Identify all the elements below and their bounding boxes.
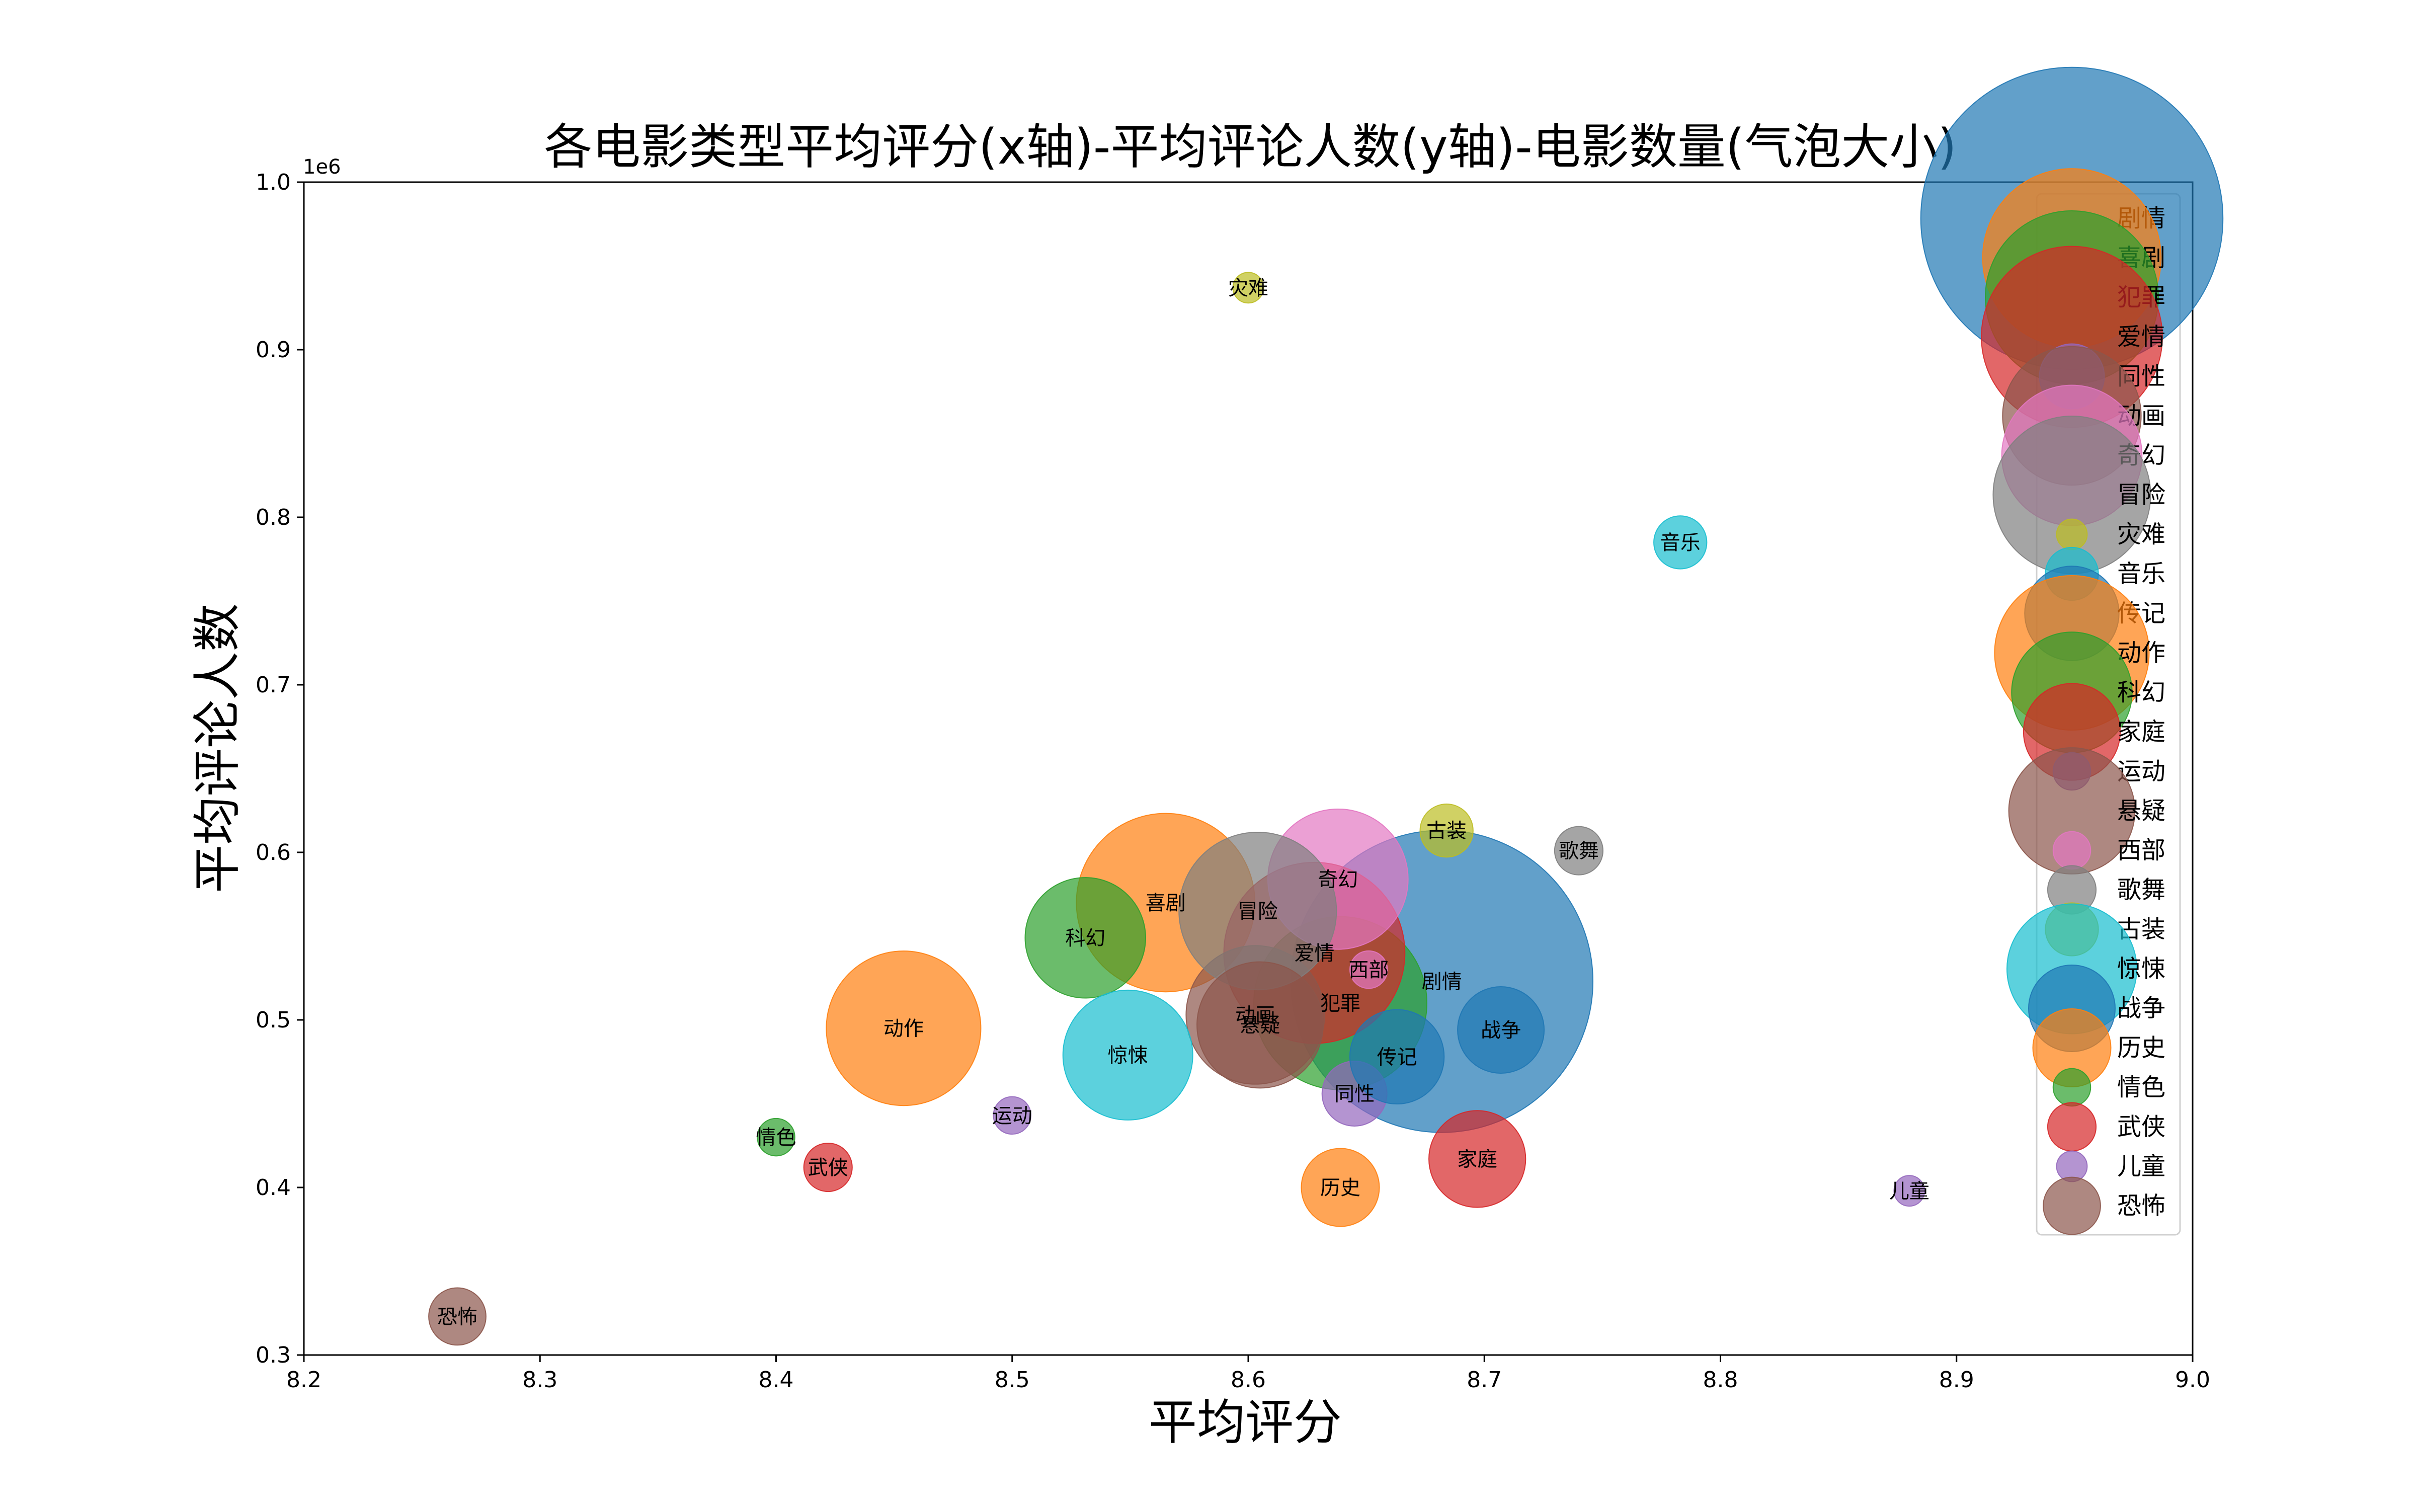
bubble-11 (826, 950, 982, 1106)
x-tick-label-6: 8.8 (1703, 1367, 1738, 1393)
y-tick-label-5: 0.8 (256, 505, 291, 530)
bubble-label-14: 运动 (992, 1104, 1032, 1128)
y-axis-label: 平均评论人数 (189, 603, 246, 893)
bubble-label-1: 喜剧 (1146, 892, 1186, 915)
y-tick-label-3: 0.6 (256, 840, 291, 865)
bubble-19 (1062, 989, 1193, 1121)
bubble-label-6: 奇幻 (1318, 868, 1358, 891)
legend-marker-16 (2052, 831, 2091, 870)
x-tick-label-1: 8.3 (522, 1367, 557, 1393)
bubble-label-19: 惊悚 (1108, 1044, 1148, 1067)
bubble-13 (1428, 1110, 1526, 1208)
bubble-18 (1419, 804, 1474, 858)
x-tick-label-0: 8.2 (286, 1367, 321, 1393)
legend-label-19: 惊悚 (2117, 955, 2165, 983)
legend-label-22: 情色 (2117, 1073, 2165, 1101)
bubble-21 (1301, 1148, 1380, 1227)
x-axis: 8.2 8.3 8.4 8.5 8.6 8.7 8.8 8.9 9.0 (286, 1355, 2210, 1393)
legend: 剧情喜剧犯罪爱情同性动画奇幻冒险灾难音乐传记动作科幻家庭运动悬疑西部歌舞古装惊悚… (1920, 66, 2224, 1236)
bubble-label-3: 爱情 (1294, 942, 1334, 965)
bubble-label-7: 冒险 (1238, 900, 1278, 923)
y-tick-label-7: 1.0 (256, 170, 291, 195)
bubble-22 (757, 1118, 795, 1157)
legend-label-23: 武侠 (2117, 1113, 2165, 1141)
x-tick-label-8: 9.0 (2175, 1367, 2210, 1393)
legend-label-15: 悬疑 (2117, 797, 2165, 825)
legend-label-21: 历史 (2117, 1034, 2165, 1062)
bubble-label-4: 同性 (1334, 1083, 1375, 1106)
bubble-label-15: 悬疑 (1240, 1014, 1280, 1037)
legend-items: 剧情喜剧犯罪爱情同性动画奇幻冒险灾难音乐传记动作科幻家庭运动悬疑西部歌舞古装惊悚… (1920, 66, 2224, 1235)
chart-title: 各电影类型平均评分(x轴)-平均评论人数(y轴)-电影数量(气泡大小) (544, 119, 1957, 175)
bubble-16 (1349, 950, 1388, 989)
bubble-17 (1554, 826, 1604, 876)
x-tick-label-2: 8.4 (759, 1367, 794, 1393)
bubbles-layer (428, 272, 1925, 1346)
bubble-9 (1653, 515, 1708, 570)
legend-label-3: 爱情 (2117, 323, 2165, 351)
x-axis-label: 平均评分 (1149, 1394, 1342, 1451)
y-tick-label-6: 0.9 (256, 337, 291, 363)
bubble-15 (1196, 961, 1324, 1089)
bubble-label-12: 科幻 (1065, 927, 1105, 950)
legend-label-8: 灾难 (2117, 520, 2165, 548)
bubble-label-13: 家庭 (1457, 1148, 1497, 1171)
bubble-label-2: 犯罪 (1320, 992, 1360, 1015)
bubble-label-9: 音乐 (1660, 531, 1701, 554)
legend-marker-22 (2052, 1068, 2091, 1107)
bubble-23 (803, 1142, 853, 1192)
bubble-label-17: 歌舞 (1559, 840, 1599, 863)
bubble-label-24: 儿童 (1889, 1180, 1929, 1203)
legend-label-17: 歌舞 (2117, 876, 2165, 904)
bubble-label-0: 剧情 (1422, 970, 1462, 993)
bubble-label-20: 战争 (1481, 1019, 1521, 1042)
bubble-label-21: 历史 (1320, 1176, 1360, 1200)
bubble-label-25: 恐怖 (437, 1305, 477, 1328)
legend-marker-23 (2047, 1102, 2097, 1152)
legend-label-16: 西部 (2117, 836, 2165, 864)
bubble-12 (1024, 877, 1146, 999)
bubble-25 (428, 1287, 487, 1346)
x-tick-label-3: 8.5 (995, 1367, 1030, 1393)
y-tick-label-0: 0.3 (256, 1342, 291, 1368)
x-tick-label-5: 8.7 (1467, 1367, 1502, 1393)
bubble-10 (1349, 1009, 1445, 1104)
legend-label-13: 家庭 (2117, 718, 2165, 746)
legend-label-20: 战争 (2117, 994, 2165, 1022)
bubble-label-8: 灾难 (1228, 277, 1268, 300)
bubble-14 (993, 1096, 1031, 1135)
legend-label-25: 恐怖 (2117, 1192, 2165, 1220)
legend-label-9: 音乐 (2117, 560, 2165, 588)
bubble-24 (1893, 1175, 1925, 1207)
x-tick-label-4: 8.6 (1231, 1367, 1266, 1393)
legend-label-24: 儿童 (2117, 1152, 2165, 1180)
bubble-label-18: 古装 (1426, 820, 1467, 843)
bubble-label-5: 动画 (1235, 1004, 1275, 1027)
y-tick-label-2: 0.5 (256, 1007, 291, 1033)
y-axis: 0.3 0.4 0.5 0.6 0.7 0.8 0.9 1.0 (256, 170, 304, 1368)
bubble-label-23: 武侠 (808, 1156, 848, 1179)
legend-marker-25 (2043, 1176, 2101, 1235)
legend-label-11: 动作 (2117, 639, 2165, 667)
bubble-label-16: 西部 (1348, 959, 1389, 982)
bubble-20 (1457, 986, 1545, 1074)
y-tick-label-4: 0.7 (256, 672, 291, 698)
y-tick-label-1: 0.4 (256, 1175, 291, 1201)
legend-label-12: 科幻 (2117, 678, 2165, 706)
bubble-label-10: 传记 (1377, 1046, 1417, 1069)
y-axis-offset-text: 1e6 (303, 155, 341, 179)
bubble-label-11: 动作 (883, 1017, 924, 1041)
bubble-8 (1232, 272, 1264, 304)
bubble-label-22: 情色 (756, 1126, 796, 1149)
x-tick-label-7: 8.9 (1939, 1367, 1974, 1393)
legend-marker-8 (2056, 518, 2088, 550)
legend-label-7: 冒险 (2117, 481, 2165, 509)
